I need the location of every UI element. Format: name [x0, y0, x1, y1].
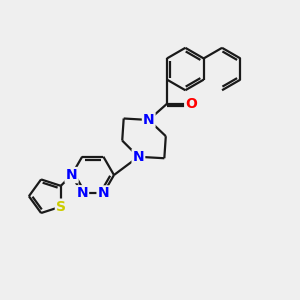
Text: N: N	[98, 186, 109, 200]
Text: N: N	[143, 113, 154, 127]
Text: S: S	[56, 200, 66, 214]
Text: N: N	[76, 186, 88, 200]
Text: N: N	[66, 168, 77, 182]
Text: N: N	[76, 186, 88, 200]
Text: N: N	[66, 168, 77, 182]
Text: O: O	[185, 97, 197, 111]
Text: N: N	[133, 150, 144, 164]
